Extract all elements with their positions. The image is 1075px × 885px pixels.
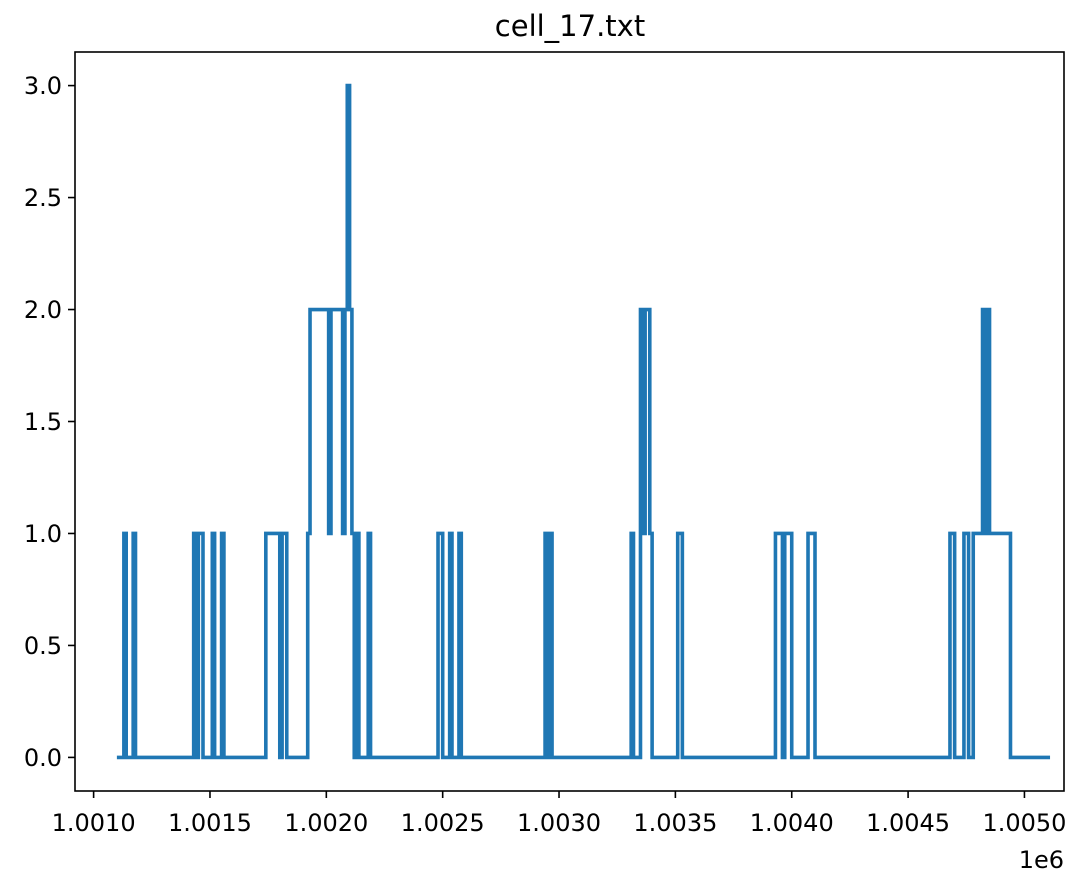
x-tick-label: 1.0015 — [168, 809, 252, 837]
y-tick-label: 0.5 — [24, 632, 62, 660]
x-tick-label: 1.0045 — [866, 809, 950, 837]
axes-frame — [74, 51, 1065, 792]
y-tick-label: 2.0 — [24, 296, 62, 324]
x-tick-label: 1.0025 — [401, 809, 485, 837]
x-tick-label: 1.0030 — [517, 809, 601, 837]
plot-area — [116, 83, 1051, 760]
x-tick-label: 1.0050 — [982, 809, 1066, 837]
y-tick-label: 3.0 — [24, 72, 62, 100]
x-axis: 1.0010 1.0015 1.0020 1.0025 1.0030 1.0035 1.00… — [52, 791, 1066, 837]
y-tick-label: 0.0 — [24, 744, 62, 772]
y-tick-label: 2.5 — [24, 184, 62, 212]
series-line — [116, 83, 1051, 760]
chart-title: cell_17.txt — [495, 9, 645, 43]
x-axis-offset-label: 1e6 — [1019, 846, 1064, 874]
y-tick-label: 1.5 — [24, 408, 62, 436]
x-tick-label: 1.0020 — [284, 809, 368, 837]
x-tick-label: 1.0010 — [52, 809, 136, 837]
y-tick-label: 1.0 — [24, 520, 62, 548]
y-axis: 0.0 0.5 1.0 1.5 2.0 2.5 3.0 — [24, 72, 75, 772]
x-tick-label: 1.0040 — [750, 809, 834, 837]
x-tick-label: 1.0035 — [633, 809, 717, 837]
